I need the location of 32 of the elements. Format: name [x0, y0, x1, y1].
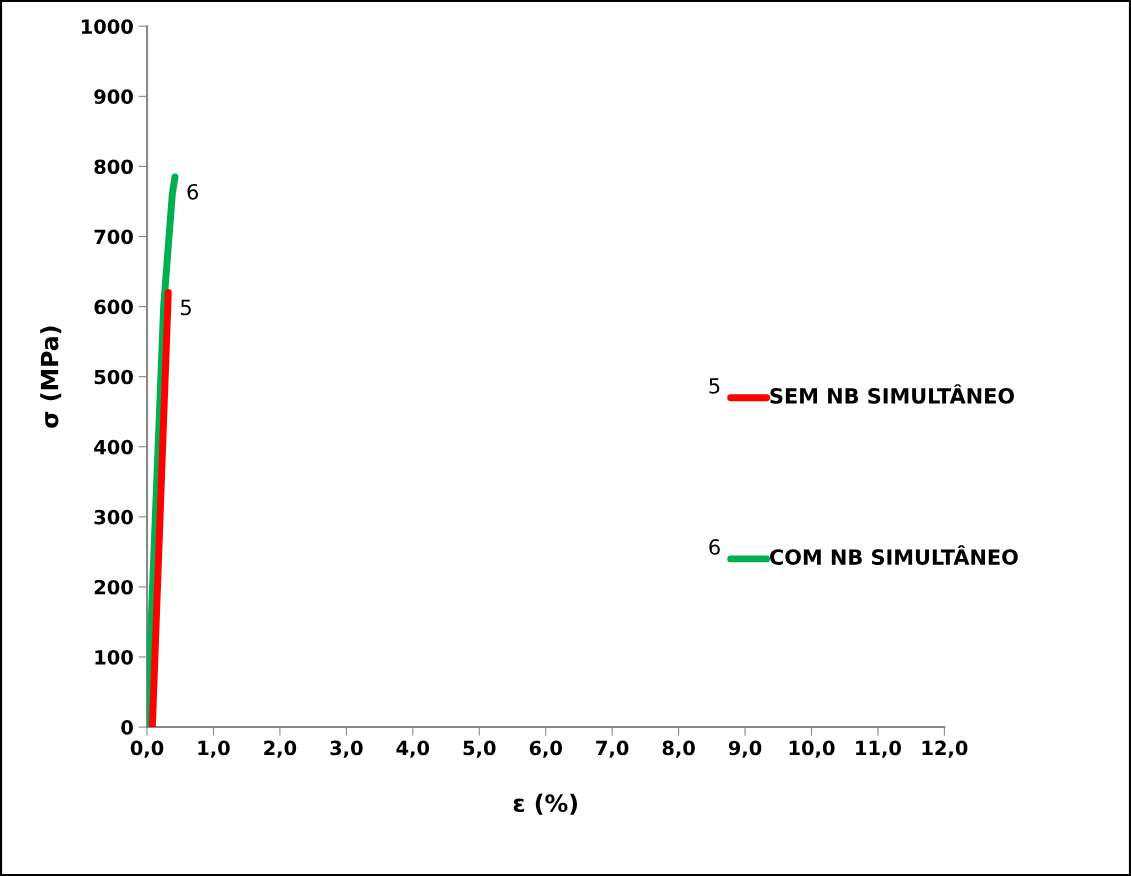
- x-tick-label: 3,0: [330, 740, 363, 758]
- annotation: 6: [187, 183, 198, 200]
- legend-label: COM NB SIMULTÂNEO: [770, 545, 1018, 565]
- x-tick-label: 1,0: [198, 740, 230, 758]
- y-tick-label: 400: [94, 439, 133, 455]
- y-tick-label: 300: [94, 509, 133, 525]
- y-axis-title: σ (MPa): [40, 326, 62, 428]
- legend-label: SEM NB SIMULTÂNEO: [770, 384, 1015, 404]
- y-tick-label: 800: [94, 159, 133, 175]
- x-axis-title: ε (%): [513, 793, 577, 815]
- y-tick-label: 1000: [81, 19, 133, 34]
- x-tick-label: 0,0: [130, 740, 164, 758]
- x-tick-label: 12,0: [922, 740, 968, 758]
- annotation: 5: [181, 299, 191, 316]
- y-tick-label: 900: [94, 89, 133, 105]
- x-tick-label: 2,0: [264, 740, 297, 758]
- x-tick-label: 11,0: [856, 740, 901, 758]
- y-tick-label: 700: [94, 229, 133, 245]
- text: 6: [709, 539, 720, 555]
- y-tick-label: 600: [94, 299, 133, 315]
- x-tick-label: 4,0: [396, 740, 430, 758]
- x-tick-label: 9,0: [728, 740, 762, 758]
- x-tick-label: 5,0: [463, 740, 496, 758]
- y-tick-label: 100: [95, 649, 133, 665]
- text: 5: [709, 378, 720, 394]
- x-tick-label: 7,0: [596, 740, 629, 758]
- y-tick-label: 0: [121, 720, 133, 735]
- y-tick-label: 200: [94, 579, 133, 595]
- x-tick-label: 8,0: [662, 740, 695, 758]
- x-tick-label: 10,0: [789, 740, 835, 758]
- y-tick-label: 500: [94, 369, 133, 385]
- x-tick-label: 6,0: [529, 740, 562, 758]
